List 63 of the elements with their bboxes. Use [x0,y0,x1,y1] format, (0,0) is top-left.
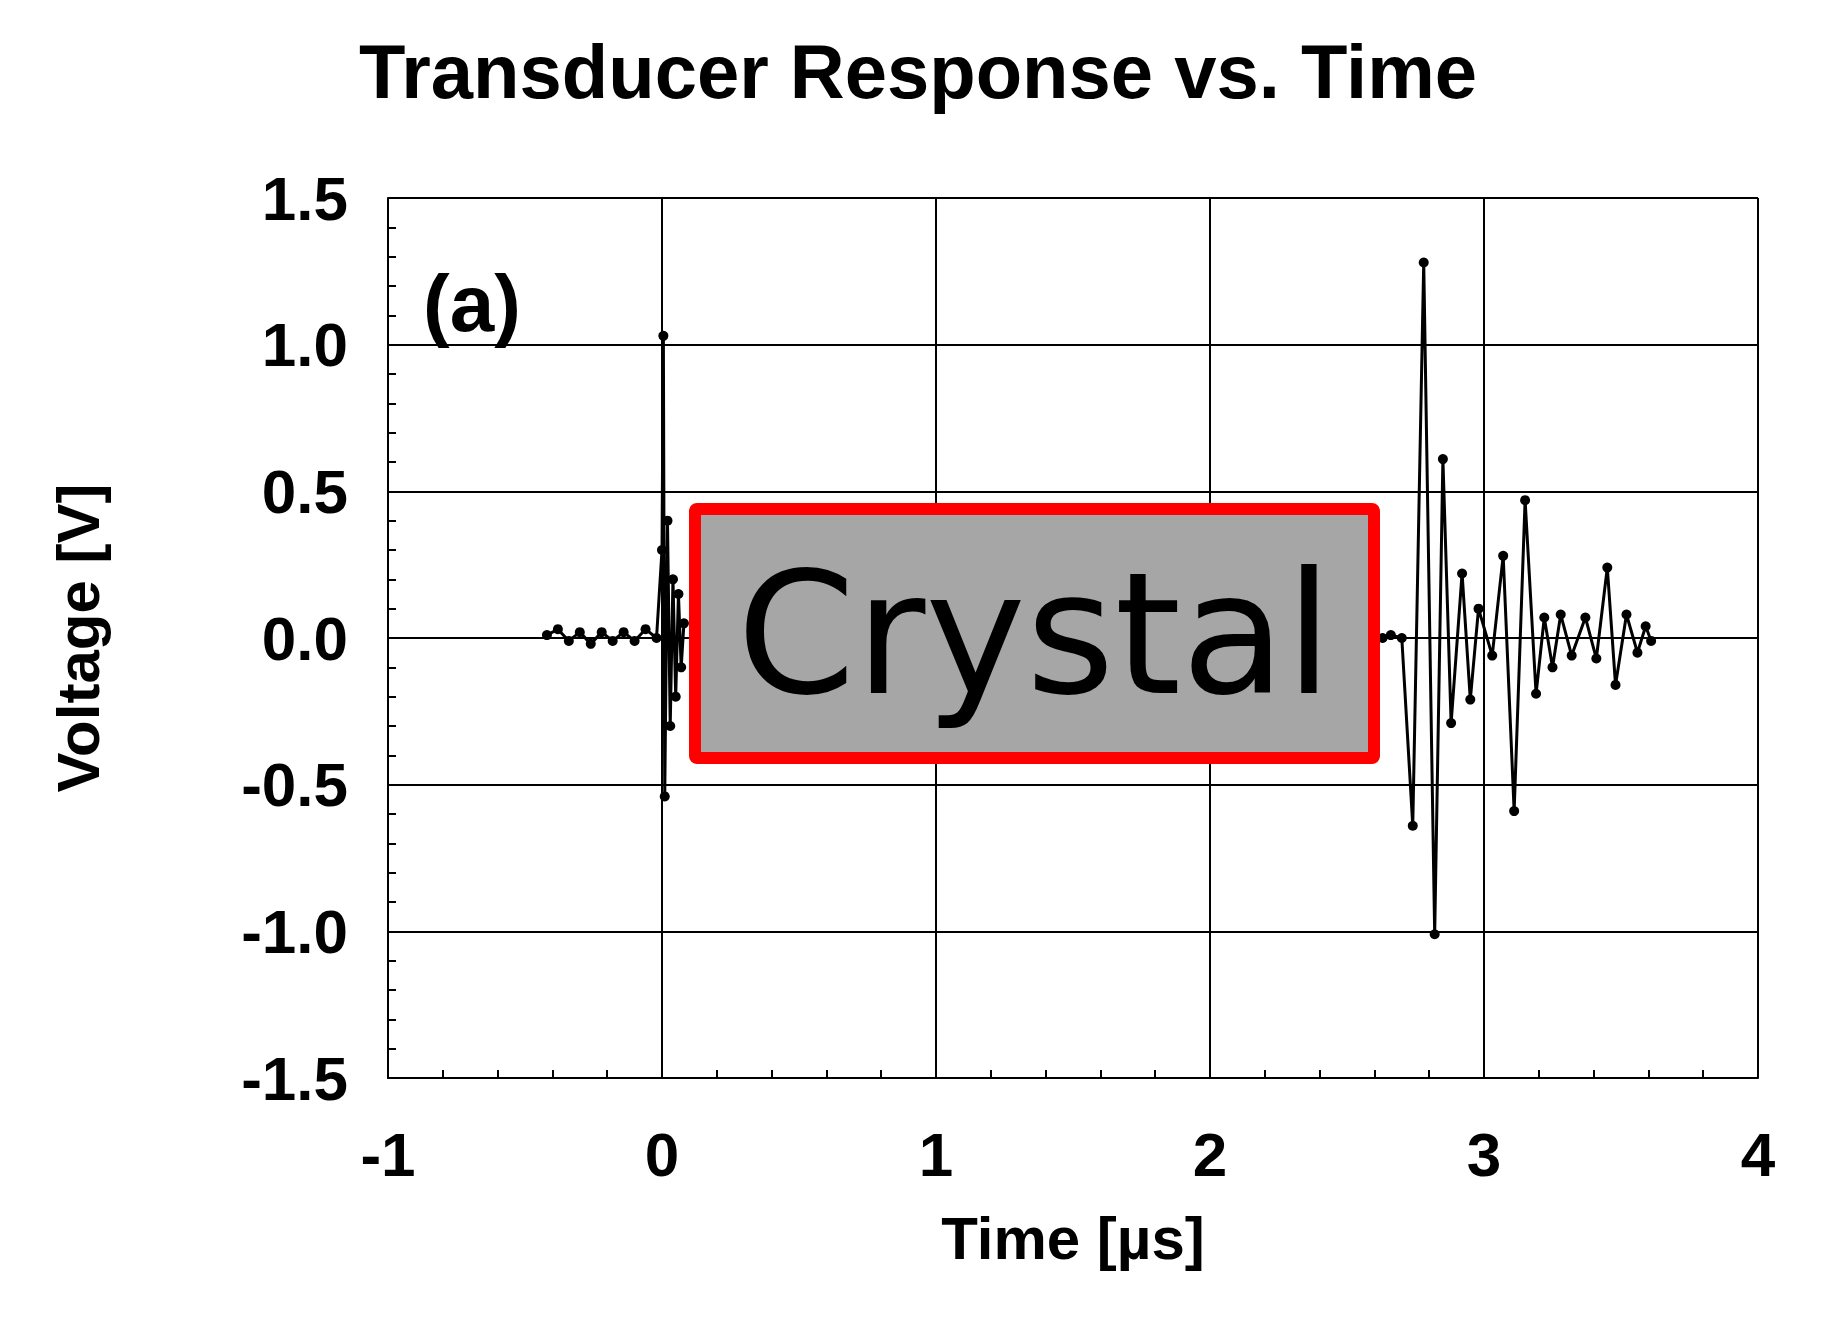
label-box: Crystal [689,503,1380,765]
point [1418,257,1429,268]
point [1429,929,1440,940]
point [618,627,629,638]
point [1640,621,1651,632]
point [1632,647,1643,658]
x-tick-label: 1 [918,1119,954,1189]
point [665,721,676,731]
point [1591,653,1602,664]
point [1610,679,1621,690]
chart-title: Transducer Response vs. Time [359,28,1477,114]
point [1602,562,1613,573]
point [1555,609,1566,620]
point [1385,630,1396,641]
point [1487,650,1498,661]
y-axis-title: Voltage [V] [44,483,112,793]
point [541,630,552,641]
annotation: (a) [423,258,521,348]
point [673,589,684,599]
annotation: Crystal [736,534,1333,733]
point [1539,612,1550,623]
point [1621,609,1632,620]
point [596,627,607,638]
point [1520,495,1531,506]
point [1498,550,1509,561]
y-tick-label: 0.5 [261,456,348,526]
y-tick-label: 1.5 [261,163,348,233]
x-tick-label: -1 [360,1119,416,1189]
point [1407,820,1418,831]
point [1509,806,1520,817]
point [1437,454,1448,465]
point [1646,635,1657,646]
point [629,635,640,646]
y-tick-label: 0.0 [261,603,348,673]
x-tick-label: 4 [1740,1119,1776,1189]
point [574,627,585,638]
point [563,635,574,646]
point [1547,662,1558,673]
point [657,545,667,555]
point [1580,612,1591,623]
point [651,633,662,643]
y-tick-label: 1.0 [261,310,348,380]
point [1473,603,1484,614]
x-tick-label: 3 [1466,1119,1502,1189]
x-tick-label: 0 [644,1119,680,1189]
x-tick-label: 2 [1192,1119,1228,1189]
point [1446,718,1457,729]
point [676,662,687,673]
point [1531,688,1542,699]
point [1566,650,1577,661]
y-tick-label: -1.0 [241,896,348,966]
x-axis-title: Time [µs] [941,1204,1205,1272]
point [585,638,596,649]
point [607,635,618,646]
point [640,624,651,635]
point [552,624,563,635]
point [1465,694,1476,705]
y-tick-label: -1.5 [241,1043,348,1113]
y-tick-label: -0.5 [241,750,348,820]
point [658,330,669,341]
point [1457,568,1468,579]
point [1396,633,1407,643]
point [659,791,670,802]
